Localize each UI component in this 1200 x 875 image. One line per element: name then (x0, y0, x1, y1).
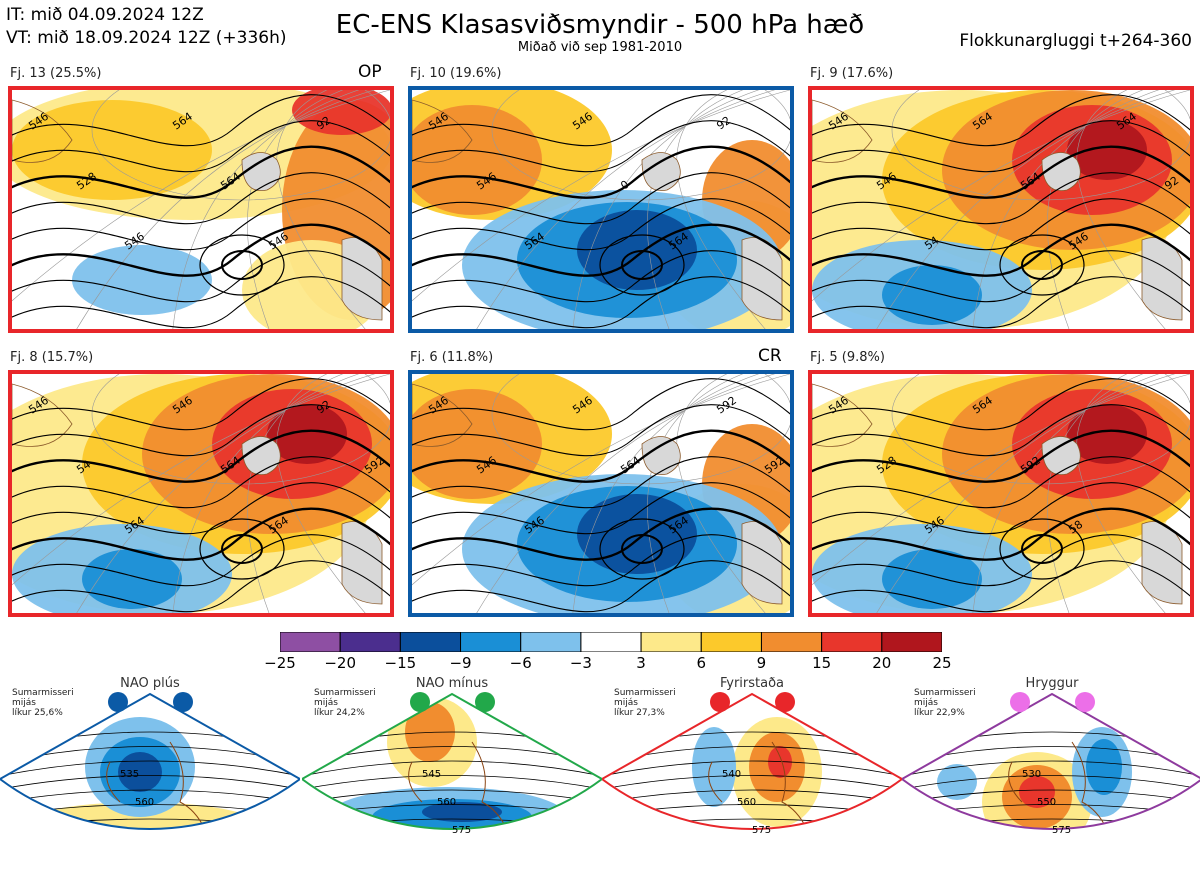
regime-sector: 545 560 575 (300, 692, 604, 836)
colorbar-tick-label: 3 (636, 654, 646, 672)
regime-note: Sumarmisseri mijás líkur 25,6% (12, 688, 74, 718)
colorbar-tick-label: 15 (812, 654, 832, 672)
colorbar-tick-label: −6 (509, 654, 532, 672)
regime-dot (108, 692, 128, 712)
colorbar-swatch (821, 631, 883, 653)
regime-dot (1010, 692, 1030, 712)
regime-card: 530 550 575 Hryggur Sumarmisseri mijás líkur 2… (900, 672, 1200, 871)
colorbar (279, 631, 943, 653)
colorbar-swatch (460, 631, 522, 653)
cluster-label: Fj. 9 (17.6%) (810, 66, 894, 81)
cluster-map: 546 546 564 546 0 564 92 (408, 86, 794, 333)
regime-note: Sumarmisseri mijás líkur 22,9% (914, 688, 976, 718)
regime-contour-label: 575 (1052, 825, 1071, 836)
cluster-label: Fj. 8 (15.7%) (10, 350, 94, 365)
cluster-map: 546 528 546 564 564 546 92 (8, 86, 394, 333)
colorbar-tick-label: 20 (872, 654, 892, 672)
regime-dot (775, 692, 795, 712)
colorbar-swatch (339, 631, 401, 653)
regime-title: NAO mínus (415, 676, 489, 691)
page-subtitle: Miðað við sep 1981-2010 (517, 40, 683, 55)
regime-contour-label: 560 (135, 797, 154, 808)
colorbar-swatch (640, 631, 702, 653)
regime-dot (710, 692, 730, 712)
regime-contour-label: 530 (1022, 769, 1041, 780)
regime-sector: 540 560 575 (600, 692, 904, 836)
regime-title: Hryggur (1025, 676, 1079, 691)
colorbar-swatch (700, 631, 762, 653)
regime-card: 545 560 575 NAO mínus Sumarmisseri mijás líkur… (300, 672, 604, 871)
colorbar-tick-label: −9 (449, 654, 472, 672)
colorbar-tick-label: 9 (756, 654, 767, 672)
cluster-map: 546 528 546 564 592 58 (808, 370, 1194, 617)
colorbar-swatches (279, 631, 943, 653)
regime-contour-label: 535 (120, 769, 139, 780)
cluster-label: Fj. 13 (25.5%) (10, 66, 102, 81)
regime-contour-label: 550 (1037, 797, 1056, 808)
regime-card: 535 560 NAO plús Sumarmisseri mijás líkur 25,… (0, 672, 302, 871)
regime-sector: 530 550 575 (900, 692, 1200, 836)
regime-card: 540 560 575 Fyrirstaða Sumarmisseri mijás líku… (600, 672, 904, 871)
cluster-tag: OP (358, 62, 382, 82)
cluster-label: Fj. 10 (19.6%) (410, 66, 502, 81)
colorbar-tick-label: −25 (264, 654, 296, 672)
cluster-map: 546 546 546 546 564 564 592 592 (408, 370, 794, 617)
regime-dot (173, 692, 193, 712)
regime-contour-label: 575 (752, 825, 771, 836)
regime-note: Sumarmisseri mijás líkur 24,2% (314, 688, 376, 718)
regime-dot (475, 692, 495, 712)
valid-time: VT: mið 18.09.2024 12Z (+336h) (6, 28, 287, 48)
cluster-label: Fj. 5 (9.8%) (810, 350, 885, 365)
regime-contour-label: 540 (722, 769, 741, 780)
issue-time: IT: mið 04.09.2024 12Z (6, 5, 204, 25)
regime-note: Sumarmisseri mijás líkur 27,3% (614, 688, 676, 718)
regime-dot (410, 692, 430, 712)
colorbar-swatch (399, 631, 462, 653)
cluster-map: 546 54 564 546 564 564 92 592 (8, 370, 394, 617)
colorbar-swatch (760, 631, 823, 653)
regime-contour-label: 575 (452, 825, 471, 836)
colorbar-tick-label: −15 (384, 654, 417, 672)
classification-window: Flokkunargluggi t+264-360 (959, 31, 1192, 51)
regime-title: NAO plús (120, 676, 180, 691)
cluster-map: 546 546 54 564 564 546 564 92 (808, 86, 1194, 333)
regime-contour-label: 560 (437, 797, 456, 808)
colorbar-swatch (881, 631, 943, 653)
colorbar-tick-label: 25 (932, 654, 952, 672)
cluster-label: Fj. 6 (11.8%) (410, 350, 494, 365)
colorbar-swatch (580, 631, 642, 653)
regime-title: Fyrirstaða (719, 676, 785, 691)
regime-dot (1075, 692, 1095, 712)
colorbar-swatch (279, 631, 341, 653)
colorbar-tick-label: −3 (569, 654, 592, 672)
colorbar-tick-label: 6 (696, 654, 707, 672)
regime-sector: 535 560 (0, 692, 302, 830)
regime-contour-label: 545 (422, 769, 441, 780)
cluster-tag: CR (758, 346, 782, 366)
page-title: EC-ENS Klasasviðsmyndir - 500 hPa hæð (335, 10, 865, 40)
regime-contour-label: 560 (737, 797, 756, 808)
colorbar-tick-label: −20 (324, 654, 356, 672)
colorbar-swatch (520, 631, 582, 653)
